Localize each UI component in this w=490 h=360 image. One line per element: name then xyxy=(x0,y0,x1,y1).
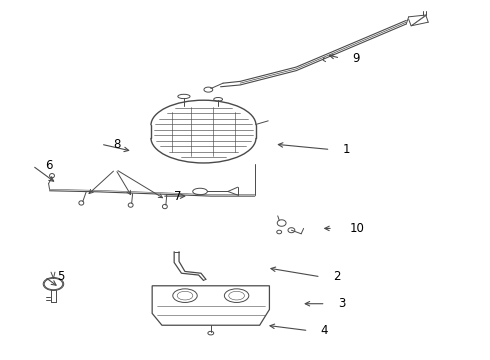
Text: 4: 4 xyxy=(321,324,328,337)
Text: 3: 3 xyxy=(338,297,345,310)
Text: 1: 1 xyxy=(343,143,350,156)
Text: 2: 2 xyxy=(333,270,341,283)
Text: 5: 5 xyxy=(57,270,64,283)
Text: 10: 10 xyxy=(350,222,365,235)
Text: 9: 9 xyxy=(352,51,360,64)
Text: 8: 8 xyxy=(113,138,121,150)
Text: 7: 7 xyxy=(174,190,182,203)
Text: 6: 6 xyxy=(45,159,52,172)
